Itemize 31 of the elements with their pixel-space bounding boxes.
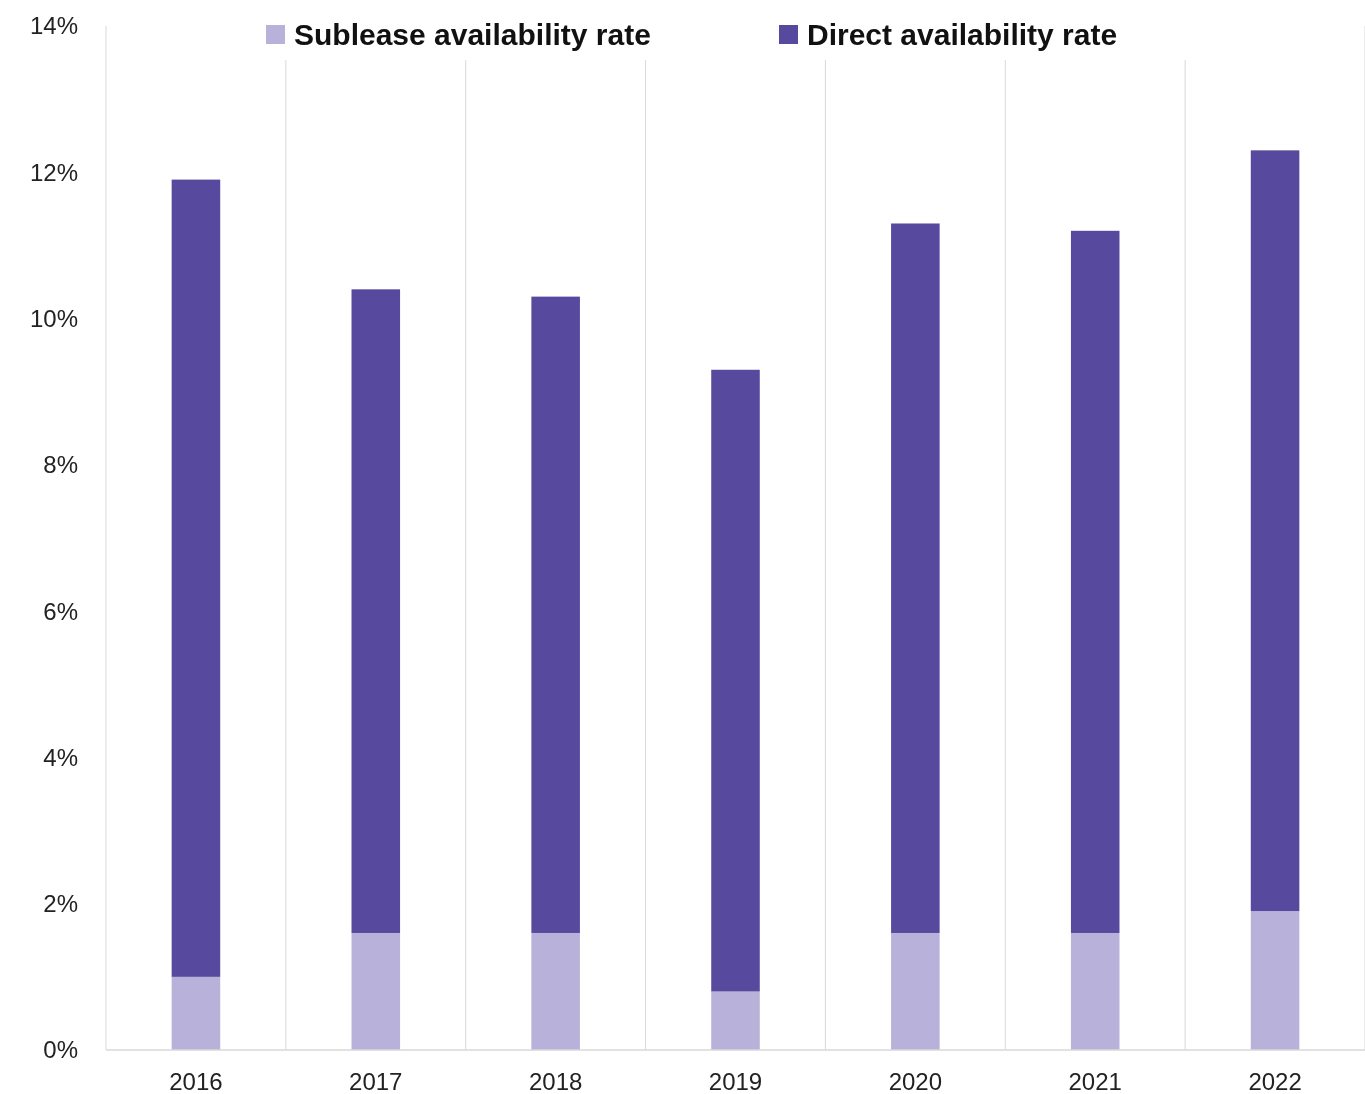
x-tick-label: 2017 xyxy=(349,1068,403,1094)
x-tick-label: 2020 xyxy=(888,1068,943,1094)
bar xyxy=(531,932,580,1050)
bar xyxy=(351,289,401,933)
bar xyxy=(1250,911,1300,1050)
x-tick-label: 2019 xyxy=(708,1068,763,1094)
bar xyxy=(891,932,940,1050)
bar xyxy=(711,991,760,1050)
y-tick-label: 4% xyxy=(43,743,78,771)
y-tick-label: 2% xyxy=(43,890,78,918)
bar xyxy=(891,223,940,933)
bar xyxy=(711,369,760,992)
y-tick-label: 0% xyxy=(43,1036,78,1064)
y-tick-label: 12% xyxy=(29,158,78,186)
x-tick-label: 2021 xyxy=(1068,1068,1122,1094)
x-tick-label: 2016 xyxy=(169,1068,223,1094)
bar xyxy=(171,179,221,977)
legend-label: Sublease availability rate xyxy=(294,18,651,51)
y-tick-label: 10% xyxy=(29,304,78,332)
bar xyxy=(351,932,401,1050)
bar xyxy=(1070,230,1120,933)
y-tick-label: 14% xyxy=(29,12,78,40)
y-tick-label: 6% xyxy=(43,597,78,625)
x-tick-label: 2018 xyxy=(528,1068,583,1094)
bar xyxy=(171,976,221,1050)
bar xyxy=(531,296,580,933)
legend-label: Direct availability rate xyxy=(807,18,1118,51)
bar xyxy=(1250,150,1300,912)
bar xyxy=(1070,932,1120,1050)
y-tick-label: 8% xyxy=(43,451,78,479)
x-tick-label: 2022 xyxy=(1248,1068,1302,1094)
